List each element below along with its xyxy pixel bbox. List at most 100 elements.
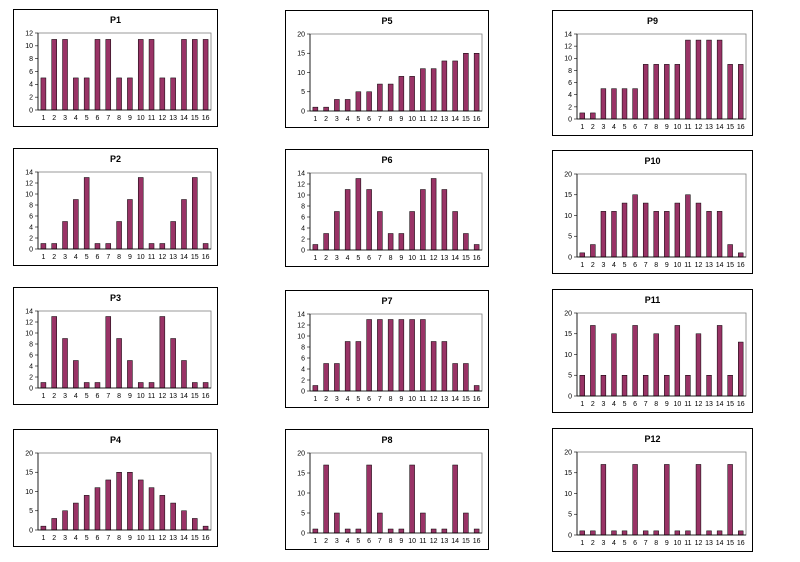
bar — [706, 211, 712, 258]
x-tick-label: 13 — [440, 538, 448, 545]
x-tick-label: 2 — [591, 401, 595, 408]
x-tick-label: 12 — [695, 124, 703, 131]
y-tick-label: 0 — [29, 385, 33, 392]
y-tick-label: 15 — [564, 470, 572, 477]
x-tick-label: 4 — [346, 396, 350, 403]
x-tick-label: 16 — [737, 401, 745, 408]
bar — [170, 502, 176, 531]
x-tick-label: 9 — [128, 254, 132, 261]
bar — [716, 325, 723, 397]
bar — [181, 199, 187, 250]
bar — [323, 106, 329, 112]
bar — [685, 375, 691, 397]
bar — [590, 325, 596, 397]
x-tick-label: 8 — [117, 254, 121, 261]
x-tick-label: 9 — [399, 255, 403, 262]
x-tick-label: 15 — [462, 116, 470, 123]
x-tick-label: 5 — [356, 116, 360, 123]
x-tick-label: 11 — [148, 254, 155, 261]
bar — [653, 64, 659, 120]
bar — [181, 360, 187, 389]
x-tick-label: 7 — [644, 401, 648, 408]
bar — [83, 177, 90, 250]
bar — [398, 528, 405, 534]
y-tick-label: 12 — [564, 44, 572, 51]
x-tick-label: 16 — [473, 116, 481, 123]
y-tick-label: 0 — [301, 530, 305, 537]
y-tick-label: 10 — [25, 330, 33, 337]
bar — [664, 375, 670, 397]
bar — [105, 316, 112, 389]
x-tick-label: 13 — [440, 255, 448, 262]
bar — [579, 112, 585, 120]
x-tick-label: 16 — [202, 115, 210, 122]
y-tick-label: 6 — [29, 352, 33, 359]
x-tick-label: 5 — [85, 115, 89, 122]
x-tick-label: 14 — [451, 538, 459, 545]
bar — [463, 363, 469, 392]
x-tick-label: 1 — [580, 401, 584, 408]
bar — [137, 39, 144, 111]
x-tick-label: 9 — [665, 540, 669, 547]
x-tick-label: 5 — [85, 535, 89, 542]
x-tick-label: 1 — [313, 538, 317, 545]
bar — [83, 495, 90, 531]
x-tick-label: 5 — [623, 540, 627, 547]
x-tick-label: 1 — [313, 116, 317, 123]
bar — [344, 341, 351, 392]
y-tick-label: 12 — [297, 322, 305, 329]
y-tick-label: 20 — [564, 171, 572, 178]
bar — [695, 333, 702, 397]
x-tick-label: 7 — [378, 255, 382, 262]
x-tick-label: 4 — [74, 535, 78, 542]
bar — [642, 64, 649, 120]
bar — [105, 243, 112, 250]
bar — [463, 233, 469, 251]
x-tick-label: 15 — [191, 535, 199, 542]
y-tick-label: 15 — [25, 470, 33, 477]
x-tick-label: 1 — [580, 540, 584, 547]
bar — [73, 199, 79, 250]
chart-title: P4 — [110, 435, 121, 445]
bar — [452, 60, 458, 112]
y-tick-label: 4 — [301, 225, 305, 232]
x-tick-label: 9 — [665, 401, 669, 408]
x-tick-label: 15 — [191, 254, 199, 261]
bar — [430, 341, 437, 392]
bar — [621, 530, 628, 536]
x-tick-label: 10 — [408, 255, 416, 262]
bar — [170, 77, 176, 111]
y-tick-label: 8 — [29, 202, 33, 209]
bar — [716, 211, 723, 258]
bar — [685, 194, 691, 258]
y-tick-label: 5 — [568, 512, 572, 519]
chart-panel-p8: P8 0 5 10 15 20 1 2 3 4 5 6 7 8 9 10 11 12 13 14 15 16 — [285, 429, 489, 550]
x-tick-label: 2 — [52, 393, 56, 400]
x-tick-label: 13 — [705, 262, 713, 269]
bar — [105, 39, 112, 111]
x-tick-label: 11 — [684, 540, 691, 547]
bar — [116, 221, 122, 250]
bar — [695, 464, 702, 536]
y-tick-label: 4 — [568, 92, 572, 99]
chart-panel-p9: P9 0 2 4 6 8 10 12 14 1 2 3 4 5 6 7 8 9 10 11 12 13 14 15 16 — [552, 10, 753, 136]
y-tick-label: 8 — [29, 341, 33, 348]
y-tick-label: 0 — [29, 107, 33, 114]
x-tick-label: 2 — [52, 254, 56, 261]
bar — [674, 325, 681, 397]
x-tick-label: 3 — [601, 401, 605, 408]
bar — [137, 479, 144, 531]
x-tick-label: 2 — [324, 396, 328, 403]
bar — [632, 325, 638, 397]
bar — [137, 382, 144, 389]
x-tick-label: 13 — [705, 401, 713, 408]
bar — [653, 211, 659, 258]
bar — [51, 518, 57, 531]
bar — [441, 341, 448, 392]
y-tick-label: 0 — [301, 247, 305, 254]
x-tick-label: 15 — [191, 115, 199, 122]
bar — [452, 211, 458, 251]
